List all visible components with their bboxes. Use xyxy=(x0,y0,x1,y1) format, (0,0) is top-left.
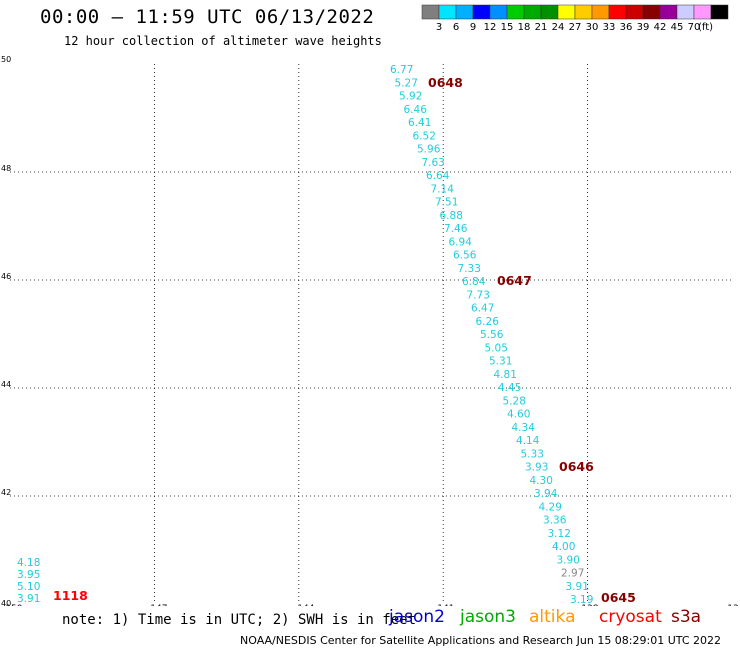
wave-height-value: 3.94 xyxy=(534,488,558,500)
wave-height-value: 4.29 xyxy=(539,501,562,513)
colorbar-label: 6 xyxy=(453,22,459,33)
colorbar-label: 24 xyxy=(552,22,565,33)
wave-height-value: 5.27 xyxy=(395,77,418,89)
wave-height-value: 5.10 xyxy=(17,581,40,593)
page-title: 00:00 – 11:59 UTC 06/13/2022 xyxy=(40,6,375,28)
wave-height-value: 2.97 xyxy=(561,568,584,580)
wave-height-value: 3.93 xyxy=(525,462,548,474)
wave-height-value: 7.33 xyxy=(458,263,481,275)
wave-height-value: 6.88 xyxy=(440,210,463,222)
wave-height-value: 7.46 xyxy=(444,223,468,235)
wave-height-value: 3.19 xyxy=(570,594,593,606)
wave-height-map: 504846444240-150-147-144-141-138-136.775… xyxy=(1,55,739,606)
wave-height-value: 3.91 xyxy=(566,581,589,593)
wave-height-value: 7.73 xyxy=(467,289,490,301)
lon-tick-label: -138 xyxy=(578,604,599,606)
wave-height-value: 4.14 xyxy=(516,435,540,447)
colorbar-label: 42 xyxy=(654,22,667,33)
legend-item-cryosat: cryosat xyxy=(599,607,662,627)
page-subtitle: 12 hour collection of altimeter wave hei… xyxy=(64,34,382,48)
colorbar-label: 30 xyxy=(586,22,599,33)
pass-time-label: 0646 xyxy=(559,459,594,474)
legend-item-altika: altika xyxy=(529,607,576,627)
colorbar-label: 15 xyxy=(501,22,514,33)
lat-tick-label: 48 xyxy=(1,164,11,173)
wave-height-value: 5.05 xyxy=(485,342,508,354)
footer-credit: NOAA/NESDIS Center for Satellite Applica… xyxy=(240,634,722,647)
wave-height-value: 4.60 xyxy=(507,409,530,421)
note-text: note: 1) Time is in UTC; 2) SWH is in fe… xyxy=(62,612,417,628)
legend-item-s3a: s3a xyxy=(671,607,702,627)
wave-height-value: 4.18 xyxy=(17,557,40,569)
wave-height-value: 5.56 xyxy=(480,329,504,341)
lat-tick-label: 46 xyxy=(1,272,11,281)
wave-height-value: 6.77 xyxy=(390,64,413,76)
colorbar-label: 18 xyxy=(518,22,531,33)
wave-height-value: 3.36 xyxy=(543,515,567,527)
wave-height-value: 3.12 xyxy=(548,528,571,540)
colorbar-label: 27 xyxy=(569,22,582,33)
colorbar-label: 12 xyxy=(484,22,497,33)
wave-height-value: 5.92 xyxy=(399,91,422,103)
wave-height-value: 5.31 xyxy=(489,356,512,368)
wave-height-value: 6.64 xyxy=(426,170,450,182)
wave-height-value: 5.96 xyxy=(417,144,441,156)
wave-height-value: 6.56 xyxy=(453,250,477,262)
wave-height-value: 7.51 xyxy=(435,197,458,209)
lat-tick-label: 42 xyxy=(1,488,11,497)
colorbar-swatch xyxy=(710,4,729,20)
lon-tick-label: -13 xyxy=(724,604,739,606)
wave-height-value: 4.00 xyxy=(552,541,575,553)
pass-time-label: 0647 xyxy=(497,273,532,288)
wave-height-value: 5.28 xyxy=(503,395,526,407)
wave-height-value: 3.95 xyxy=(17,569,40,581)
lon-tick-label: -141 xyxy=(434,604,454,606)
lat-tick-label: 44 xyxy=(1,380,11,389)
wave-height-value: 6.52 xyxy=(413,130,436,142)
wave-height-value: 6.46 xyxy=(404,104,428,116)
colorbar-label: 70 xyxy=(688,22,701,33)
pass-time-label: 1118 xyxy=(53,588,88,603)
wave-height-value: 4.81 xyxy=(494,369,517,381)
wave-height-value: 5.33 xyxy=(521,448,544,460)
wave-height-value: 4.30 xyxy=(530,475,553,487)
wave-height-value: 6.47 xyxy=(471,303,494,315)
wave-height-value: 6.26 xyxy=(476,316,500,328)
lon-tick-label: -144 xyxy=(294,604,315,606)
colorbar-label: 33 xyxy=(603,22,616,33)
colorbar-label: 45 xyxy=(671,22,684,33)
pass-time-label: 0648 xyxy=(428,75,463,90)
lat-tick-label: 40 xyxy=(1,599,11,606)
wave-height-value: 3.91 xyxy=(17,593,40,605)
legend-item-jason3: jason3 xyxy=(460,607,516,627)
wave-height-value: 4.45 xyxy=(498,382,521,394)
colorbar-label: 39 xyxy=(637,22,650,33)
pass-time-label: 0645 xyxy=(601,590,636,605)
wave-height-value: 7.63 xyxy=(422,157,445,169)
color-scale-bar: 3 6 9 12 15 18 21 24 27 30 33 36 39 42 45 70(ft) xyxy=(421,4,729,33)
colorbar-label: 36 xyxy=(620,22,633,33)
lon-tick-label: -147 xyxy=(147,604,167,606)
colorbar-label: 21 xyxy=(535,22,548,33)
wave-height-value: 4.34 xyxy=(512,422,536,434)
wave-height-value: 3.90 xyxy=(557,554,580,566)
colorbar-unit: (ft) xyxy=(698,22,713,33)
legend-item-jason2: jason2 xyxy=(389,607,445,627)
colorbar-label: 9 xyxy=(470,22,476,33)
wave-height-value: 6.41 xyxy=(408,117,431,129)
wave-height-value: 6.94 xyxy=(449,236,473,248)
colorbar-label: 3 xyxy=(436,22,442,33)
lat-tick-label: 50 xyxy=(1,55,11,64)
wave-height-value: 7.14 xyxy=(431,183,455,195)
lon-tick-label: -150 xyxy=(2,604,23,606)
wave-height-value: 6.84 xyxy=(462,276,486,288)
